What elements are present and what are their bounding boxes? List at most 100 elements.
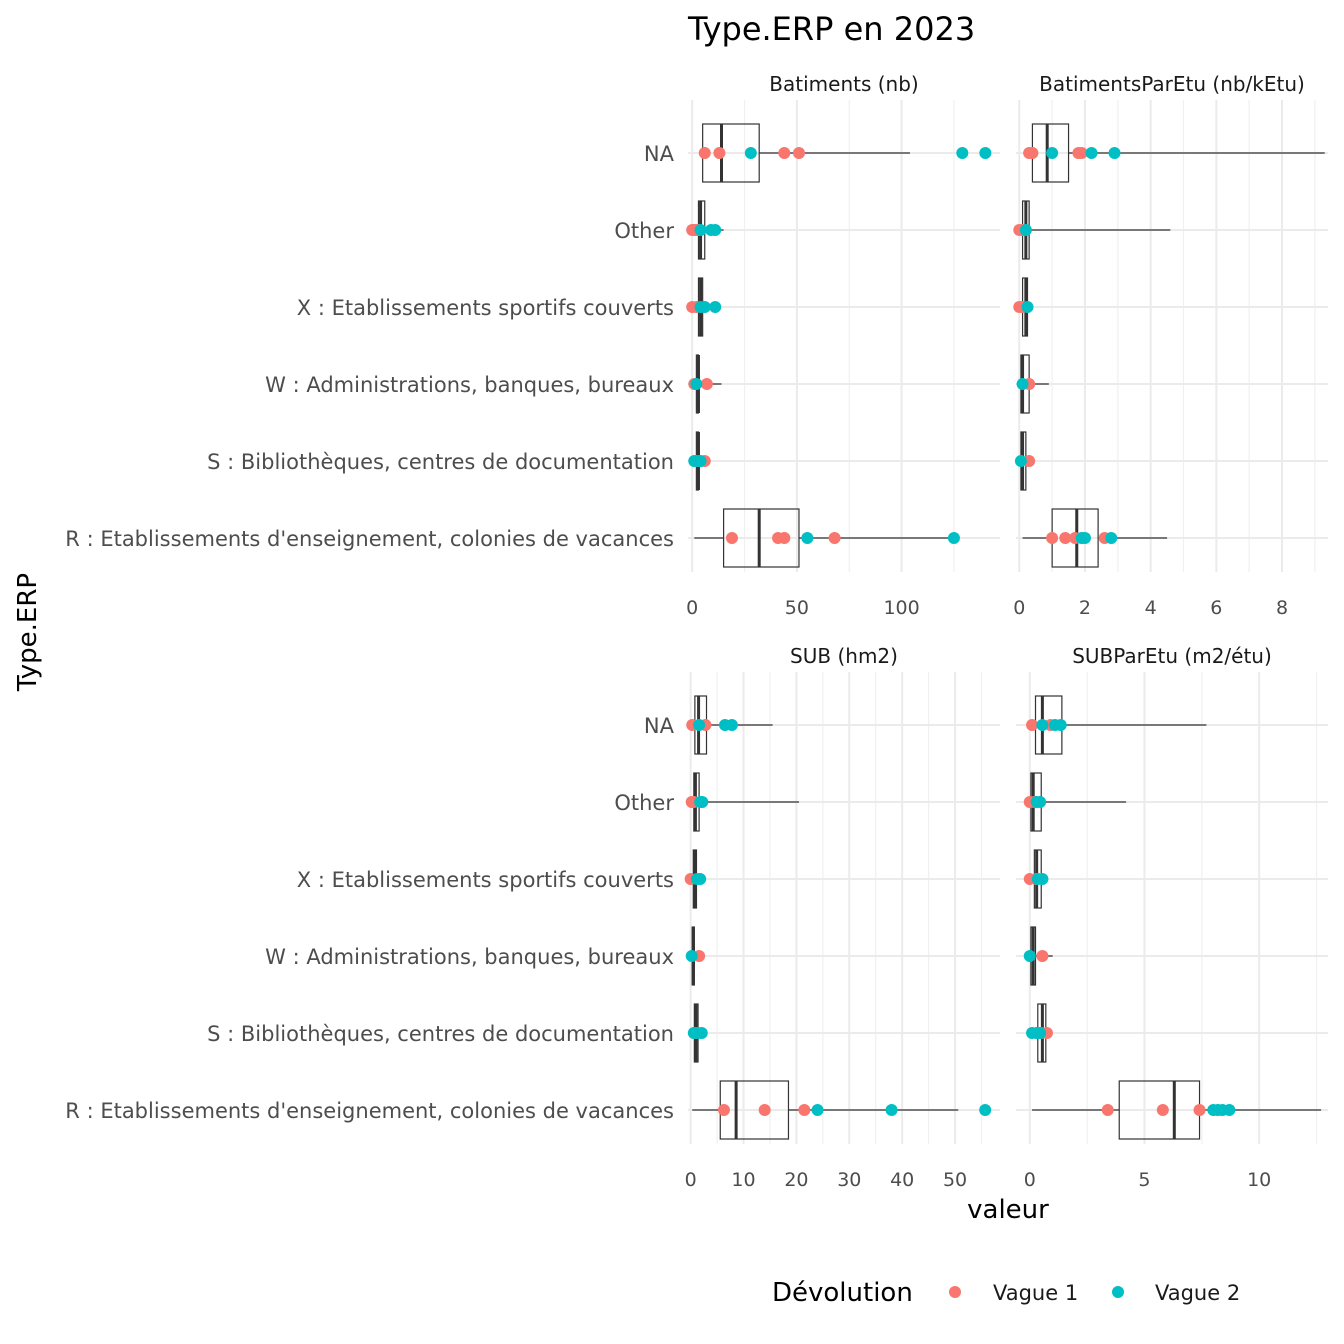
point-vague-1 xyxy=(1046,532,1059,544)
legend-key-vague-2 xyxy=(1112,1286,1124,1298)
point-vague-2 xyxy=(694,224,707,236)
point-vague-2 xyxy=(979,1104,992,1116)
point-vague-2 xyxy=(709,301,722,313)
point-vague-1 xyxy=(700,378,713,390)
point-vague-2 xyxy=(1054,719,1067,731)
category-label: X : Etablissements sportifs couverts xyxy=(297,868,674,892)
legend-title: Dévolution xyxy=(772,1278,913,1308)
category-label: S : Bibliothèques, centres de documentat… xyxy=(207,450,674,474)
x-tick-label: 0 xyxy=(1024,1169,1036,1191)
boxplot-na xyxy=(1025,123,1325,183)
legend-key-vague-1 xyxy=(949,1286,961,1298)
point-vague-2 xyxy=(1023,950,1036,962)
facet-title: Batiments (nb) xyxy=(769,72,918,96)
facet-sub-hm2: SUB (hm2) 0 10 20 30 40 50 xyxy=(685,644,1000,1191)
point-vague-2 xyxy=(1016,378,1029,390)
point-vague-2 xyxy=(1021,301,1034,313)
chart-title: Type.ERP en 2023 xyxy=(687,10,975,48)
category-label: Other xyxy=(614,791,674,815)
point-vague-1 xyxy=(1101,1104,1114,1116)
point-vague-2 xyxy=(1036,719,1049,731)
point-vague-1 xyxy=(1023,455,1036,467)
point-vague-1 xyxy=(758,1104,771,1116)
point-vague-2 xyxy=(1223,1104,1236,1116)
point-vague-1 xyxy=(717,1104,730,1116)
point-vague-2 xyxy=(811,1104,824,1116)
point-vague-1 xyxy=(1026,147,1039,159)
point-vague-2 xyxy=(1105,532,1118,544)
box-iqr xyxy=(722,508,800,568)
x-tick-label: 0 xyxy=(685,1169,697,1191)
category-label: NA xyxy=(644,142,675,166)
point-vague-2 xyxy=(979,147,992,159)
point-vague-2 xyxy=(690,378,703,390)
x-tick-label: 40 xyxy=(890,1169,914,1191)
point-vague-2 xyxy=(694,873,707,885)
point-vague-1 xyxy=(1026,719,1039,731)
boxplot-r-etablissements-d-enseignement-colonies-de-vacances xyxy=(694,508,959,568)
x-tick-label: 50 xyxy=(785,597,809,619)
legend-label-vague-2: Vague 2 xyxy=(1155,1281,1240,1305)
x-tick-label: 30 xyxy=(837,1169,861,1191)
category-label: NA xyxy=(644,714,675,738)
facet-title: SUB (hm2) xyxy=(790,644,898,668)
point-vague-1 xyxy=(1036,950,1049,962)
point-vague-2 xyxy=(695,1027,708,1039)
x-tick-label: 5 xyxy=(1138,1169,1150,1191)
y-axis-title: Type.ERP xyxy=(13,573,43,692)
category-label: S : Bibliothèques, centres de documentat… xyxy=(207,1022,674,1046)
x-tick-label: 10 xyxy=(731,1169,755,1191)
category-label: X : Etablissements sportifs couverts xyxy=(297,296,674,320)
x-axis-title: valeur xyxy=(967,1195,1049,1225)
category-labels: NA Other X : Etablissements sportifs couve… xyxy=(65,142,674,1123)
point-vague-2 xyxy=(1108,147,1121,159)
legend-label-vague-1: Vague 1 xyxy=(993,1281,1078,1305)
x-tick-label: 4 xyxy=(1145,597,1157,619)
x-tick-label: 0 xyxy=(686,597,698,619)
facet-title: BatimentsParEtu (nb/kEtu) xyxy=(1039,72,1305,96)
point-vague-2 xyxy=(685,950,698,962)
point-vague-1 xyxy=(778,147,791,159)
point-vague-1 xyxy=(1059,532,1072,544)
facet-batimentsparetu-nb-ketu: BatimentsParEtu (nb/kEtu) 0 2 4 6 8 xyxy=(1013,72,1328,619)
point-vague-1 xyxy=(778,532,791,544)
point-vague-2 xyxy=(696,796,709,808)
x-tick-label: 50 xyxy=(943,1169,967,1191)
facet-title: SUBParEtu (m2/étu) xyxy=(1072,644,1272,668)
x-tick-label: 6 xyxy=(1210,597,1222,619)
x-tick-label: 2 xyxy=(1079,597,1091,619)
point-vague-2 xyxy=(693,719,706,731)
x-tick-label: 8 xyxy=(1276,597,1288,619)
x-tick-label: 20 xyxy=(784,1169,808,1191)
x-tick-label: 0 xyxy=(1013,597,1025,619)
point-vague-1 xyxy=(828,532,841,544)
point-vague-1 xyxy=(792,147,805,159)
point-vague-2 xyxy=(698,301,711,313)
point-vague-2 xyxy=(956,147,969,159)
point-vague-2 xyxy=(1019,224,1032,236)
point-vague-2 xyxy=(1078,532,1091,544)
point-vague-2 xyxy=(1085,147,1098,159)
category-label: W : Administrations, banques, bureaux xyxy=(265,373,674,397)
point-vague-1 xyxy=(725,532,738,544)
point-vague-1 xyxy=(1156,1104,1169,1116)
point-vague-2 xyxy=(1034,796,1047,808)
point-vague-2 xyxy=(744,147,757,159)
category-label: R : Etablissements d'enseignement, colon… xyxy=(65,527,674,551)
x-tick-label: 10 xyxy=(1247,1169,1271,1191)
point-vague-2 xyxy=(694,455,707,467)
point-vague-2 xyxy=(801,532,814,544)
point-vague-2 xyxy=(1014,455,1027,467)
point-vague-1 xyxy=(1075,147,1088,159)
facet-subparetu-m2-etu: SUBParEtu (m2/étu) 0 5 10 xyxy=(1016,644,1328,1191)
point-vague-2 xyxy=(725,719,738,731)
point-vague-1 xyxy=(1193,1104,1206,1116)
category-label: R : Etablissements d'enseignement, colon… xyxy=(65,1099,674,1123)
legend: Dévolution Vague 1 Vague 2 xyxy=(772,1278,1240,1308)
point-vague-2 xyxy=(1046,147,1059,159)
point-vague-2 xyxy=(1036,873,1049,885)
point-vague-1 xyxy=(698,147,711,159)
point-vague-1 xyxy=(713,147,726,159)
category-label: W : Administrations, banques, bureaux xyxy=(265,945,674,969)
